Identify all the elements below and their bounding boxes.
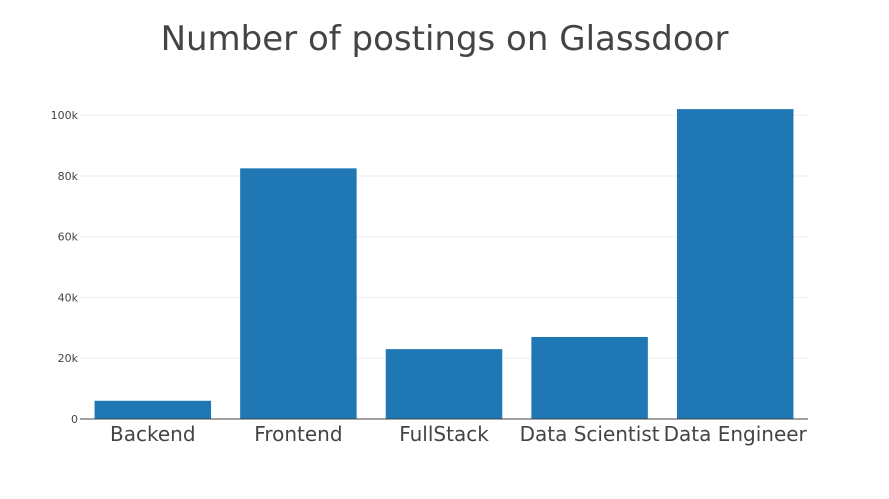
bars [94,109,794,419]
x-tick-label: Frontend [254,422,342,446]
bar [676,109,794,419]
y-tick-label: 80k [58,170,79,183]
x-tick-label: Backend [110,422,196,446]
bar [240,168,357,419]
y-axis-ticks: 0 20k 40k 60k 80k 100k [51,109,79,426]
chart-title: Number of postings on Glassdoor [161,19,729,59]
y-tick-label: 40k [58,291,79,304]
bar [94,400,212,419]
x-tick-label: Data Scientist [520,422,660,446]
y-tick-label: 0 [71,413,78,426]
x-tick-label: Data Engineer [664,422,808,446]
bar [385,349,503,419]
x-tick-label: FullStack [399,422,489,446]
x-axis-ticks: Backend Frontend FullStack Data Scientist Da… [110,422,808,446]
y-tick-label: 100k [51,109,79,122]
y-tick-label: 20k [58,352,79,365]
y-tick-label: 60k [58,231,79,244]
bar [531,336,648,419]
